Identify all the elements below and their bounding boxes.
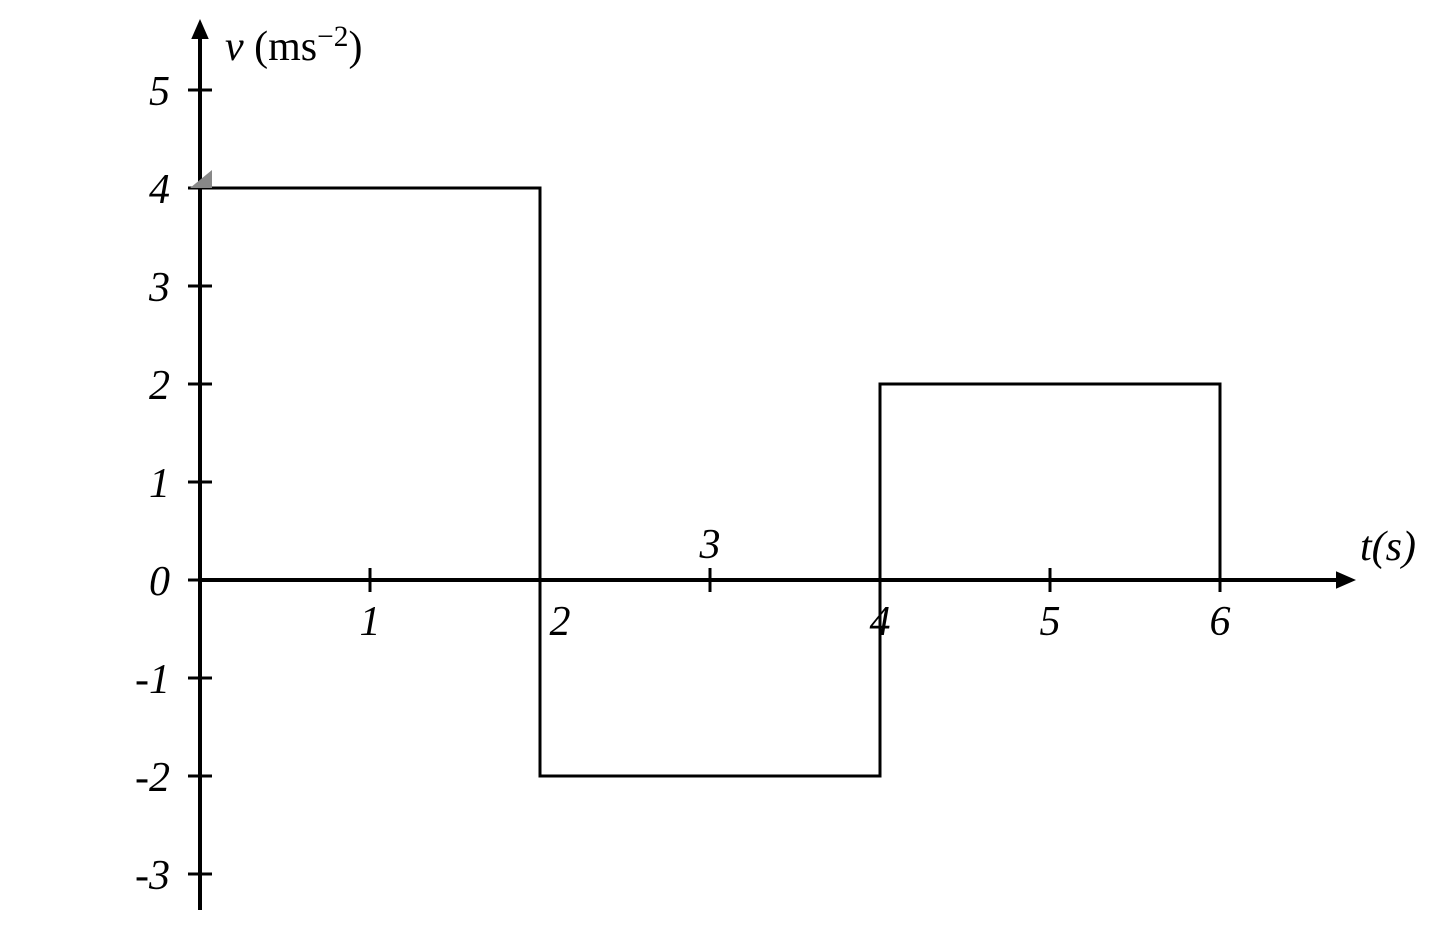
velocity-time-chart: -3-2-1012345 123456 v (ms−2)t(s) — [0, 0, 1448, 944]
x-tick-label: 3 — [699, 522, 721, 568]
y-tick-label: -2 — [135, 755, 170, 801]
y-tick-label: 0 — [149, 559, 170, 605]
x-tick-label: 6 — [1210, 599, 1231, 645]
y-tick-label: 5 — [149, 69, 170, 115]
y-tick-label: 1 — [149, 461, 170, 507]
x-tick-label: 5 — [1040, 599, 1061, 645]
y-tick-label: 4 — [149, 167, 170, 213]
chart-svg: -3-2-1012345 123456 v (ms−2)t(s) — [0, 0, 1448, 944]
y-axis-label: v (ms−2) — [225, 21, 362, 70]
x-tick-label: 2 — [550, 599, 571, 645]
x-axis-label: t(s) — [1360, 524, 1416, 570]
y-tick-label: -1 — [135, 657, 170, 703]
y-tick-label: 3 — [148, 265, 170, 311]
velocity-step-line — [200, 188, 1220, 776]
y-tick-label: 2 — [149, 363, 170, 409]
y-tick-label: -3 — [135, 853, 170, 899]
x-tick-label: 1 — [360, 599, 381, 645]
